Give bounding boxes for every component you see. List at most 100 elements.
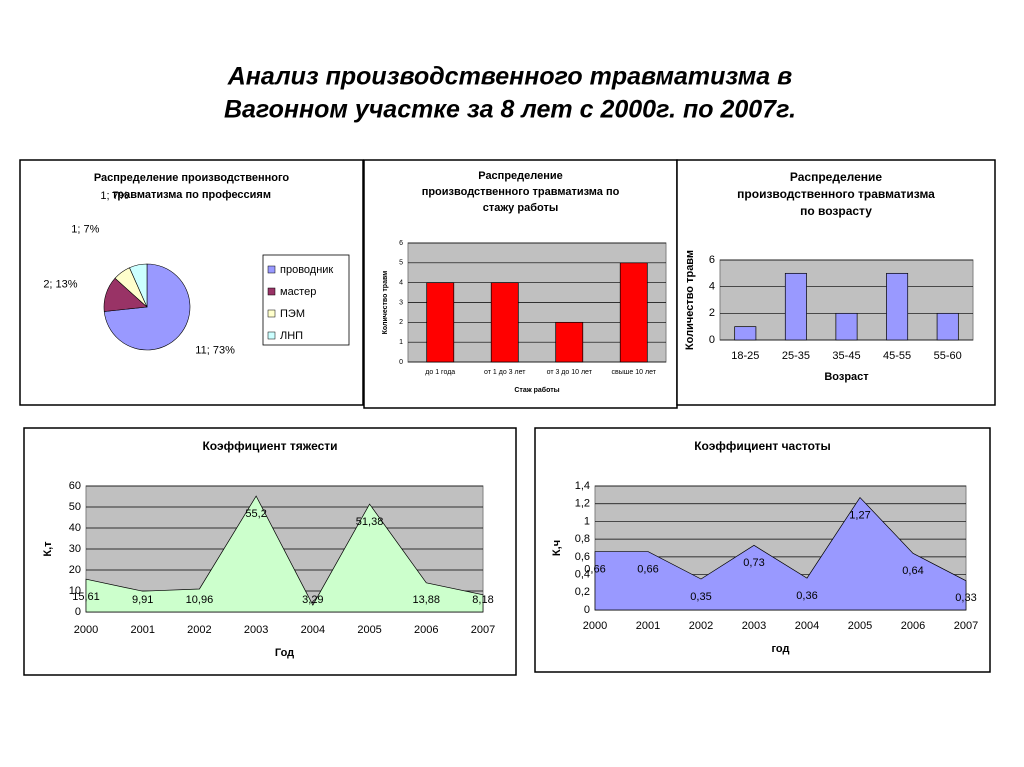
data-label: 1; 7% — [71, 223, 99, 235]
legend-swatch — [267, 309, 276, 318]
legend-box — [262, 254, 350, 346]
y-axis-label: К,ч — [551, 540, 563, 556]
y-tick-label: 4 — [709, 281, 715, 293]
x-tick-label: 2005 — [848, 620, 872, 632]
y-tick-label: 0,6 — [575, 551, 590, 563]
chart-title: Распределение — [790, 170, 883, 184]
x-tick-label: 2005 — [357, 624, 381, 636]
data-label: 1,27 — [849, 509, 870, 521]
y-tick-label: 1,2 — [575, 498, 590, 510]
legend-swatch — [267, 287, 276, 296]
data-label: 0,64 — [902, 565, 923, 577]
data-label: 1; 7% — [100, 190, 128, 202]
y-axis-label: Количество травм — [684, 250, 696, 350]
data-label: 55,2 — [245, 508, 266, 520]
x-tick-label: 18-25 — [731, 350, 759, 362]
legend-label: мастер — [280, 286, 316, 298]
data-label: 0,33 — [955, 592, 976, 604]
data-label: 3,29 — [302, 594, 323, 606]
x-tick-label: от 3 до 10 лет — [547, 369, 593, 376]
y-tick-label: 1,4 — [575, 480, 590, 492]
x-tick-label: от 1 до 3 лет — [484, 369, 526, 376]
chart-title: стажу работы — [483, 202, 558, 214]
y-tick-label: 0 — [584, 604, 590, 616]
data-label: 13,88 — [413, 594, 441, 606]
x-tick-label: до 1 года — [425, 369, 455, 376]
y-tick-label: 0 — [75, 606, 81, 618]
y-tick-label: 30 — [69, 543, 81, 555]
bar — [490, 282, 519, 363]
data-label: 2; 13% — [43, 278, 77, 290]
x-tick-label: 55-60 — [934, 350, 962, 362]
bar — [734, 326, 757, 341]
x-tick-label: 2006 — [414, 624, 438, 636]
slide-title: Вагонном участке за 8 лет с 2000г. по 20… — [224, 96, 796, 124]
x-tick-label: 2002 — [187, 624, 211, 636]
x-tick-label: 2000 — [583, 620, 607, 632]
data-label: 8,18 — [472, 594, 493, 606]
x-axis-label: Стаж работы — [514, 386, 559, 394]
legend-swatch — [267, 265, 276, 274]
legend-label: ЛНП — [280, 330, 303, 342]
x-tick-label: 25-35 — [782, 350, 810, 362]
bar — [784, 272, 807, 341]
x-tick-label: 2000 — [74, 624, 98, 636]
y-tick-label: 5 — [399, 260, 403, 267]
y-tick-label: 6 — [399, 240, 403, 247]
chart-title: Коэффициент частоты — [694, 439, 831, 453]
x-tick-label: 45-55 — [883, 350, 911, 362]
y-axis-label: Количество травм — [382, 271, 389, 335]
bar — [886, 272, 909, 341]
data-label: 51,38 — [356, 516, 384, 528]
y-tick-label: 20 — [69, 564, 81, 576]
data-label: 10,96 — [186, 594, 214, 606]
y-tick-label: 50 — [69, 501, 81, 513]
y-tick-label: 3 — [399, 299, 403, 306]
y-tick-label: 2 — [399, 319, 403, 326]
data-label: 0,35 — [690, 591, 711, 603]
chart-title: травматизма по профессиям — [112, 189, 271, 201]
slide-title: Анализ производственного травматизма в — [227, 63, 793, 91]
x-tick-label: 2007 — [471, 624, 495, 636]
legend-swatch — [267, 331, 276, 340]
y-tick-label: 60 — [69, 480, 81, 492]
y-tick-label: 0 — [709, 334, 715, 346]
x-tick-label: 2006 — [901, 620, 925, 632]
x-tick-label: 35-45 — [832, 350, 860, 362]
data-label: 0,36 — [796, 590, 817, 602]
x-axis-label: Год — [275, 647, 294, 659]
y-tick-label: 10 — [69, 585, 81, 597]
chart-title: производственного травматизма — [737, 187, 935, 201]
data-label: 15,61 — [72, 591, 100, 603]
legend-label: ПЭМ — [280, 308, 305, 320]
x-tick-label: 2004 — [795, 620, 819, 632]
chart-title: по возрасту — [800, 204, 872, 218]
bar — [936, 312, 959, 341]
x-axis-label: Возраст — [824, 371, 869, 383]
data-label: 0,73 — [743, 557, 764, 569]
x-tick-label: 2002 — [689, 620, 713, 632]
data-label: 9,91 — [132, 594, 153, 606]
chart-title: Распределение — [478, 170, 563, 182]
y-tick-label: 40 — [69, 522, 81, 534]
y-tick-label: 6 — [709, 254, 715, 266]
y-tick-label: 2 — [709, 307, 715, 319]
x-tick-label: свыше 10 лет — [612, 369, 657, 376]
y-tick-label: 1 — [399, 339, 403, 346]
x-tick-label: 2003 — [244, 624, 268, 636]
y-tick-label: 0,2 — [575, 586, 590, 598]
bar — [555, 321, 584, 363]
y-axis-label: К,т — [42, 541, 54, 557]
chart-title: Распределение производственного — [94, 172, 290, 184]
x-tick-label: 2003 — [742, 620, 766, 632]
chart-title: Коэффициент тяжести — [202, 439, 337, 453]
legend-label: проводник — [280, 264, 333, 276]
y-tick-label: 0 — [399, 359, 403, 366]
y-tick-label: 0,4 — [575, 568, 590, 580]
chart-title: производственного травматизма по — [422, 186, 620, 198]
area — [594, 496, 967, 611]
bar — [835, 312, 858, 341]
area — [85, 495, 484, 613]
data-label: 0,66 — [584, 563, 605, 575]
y-tick-label: 4 — [399, 280, 403, 287]
